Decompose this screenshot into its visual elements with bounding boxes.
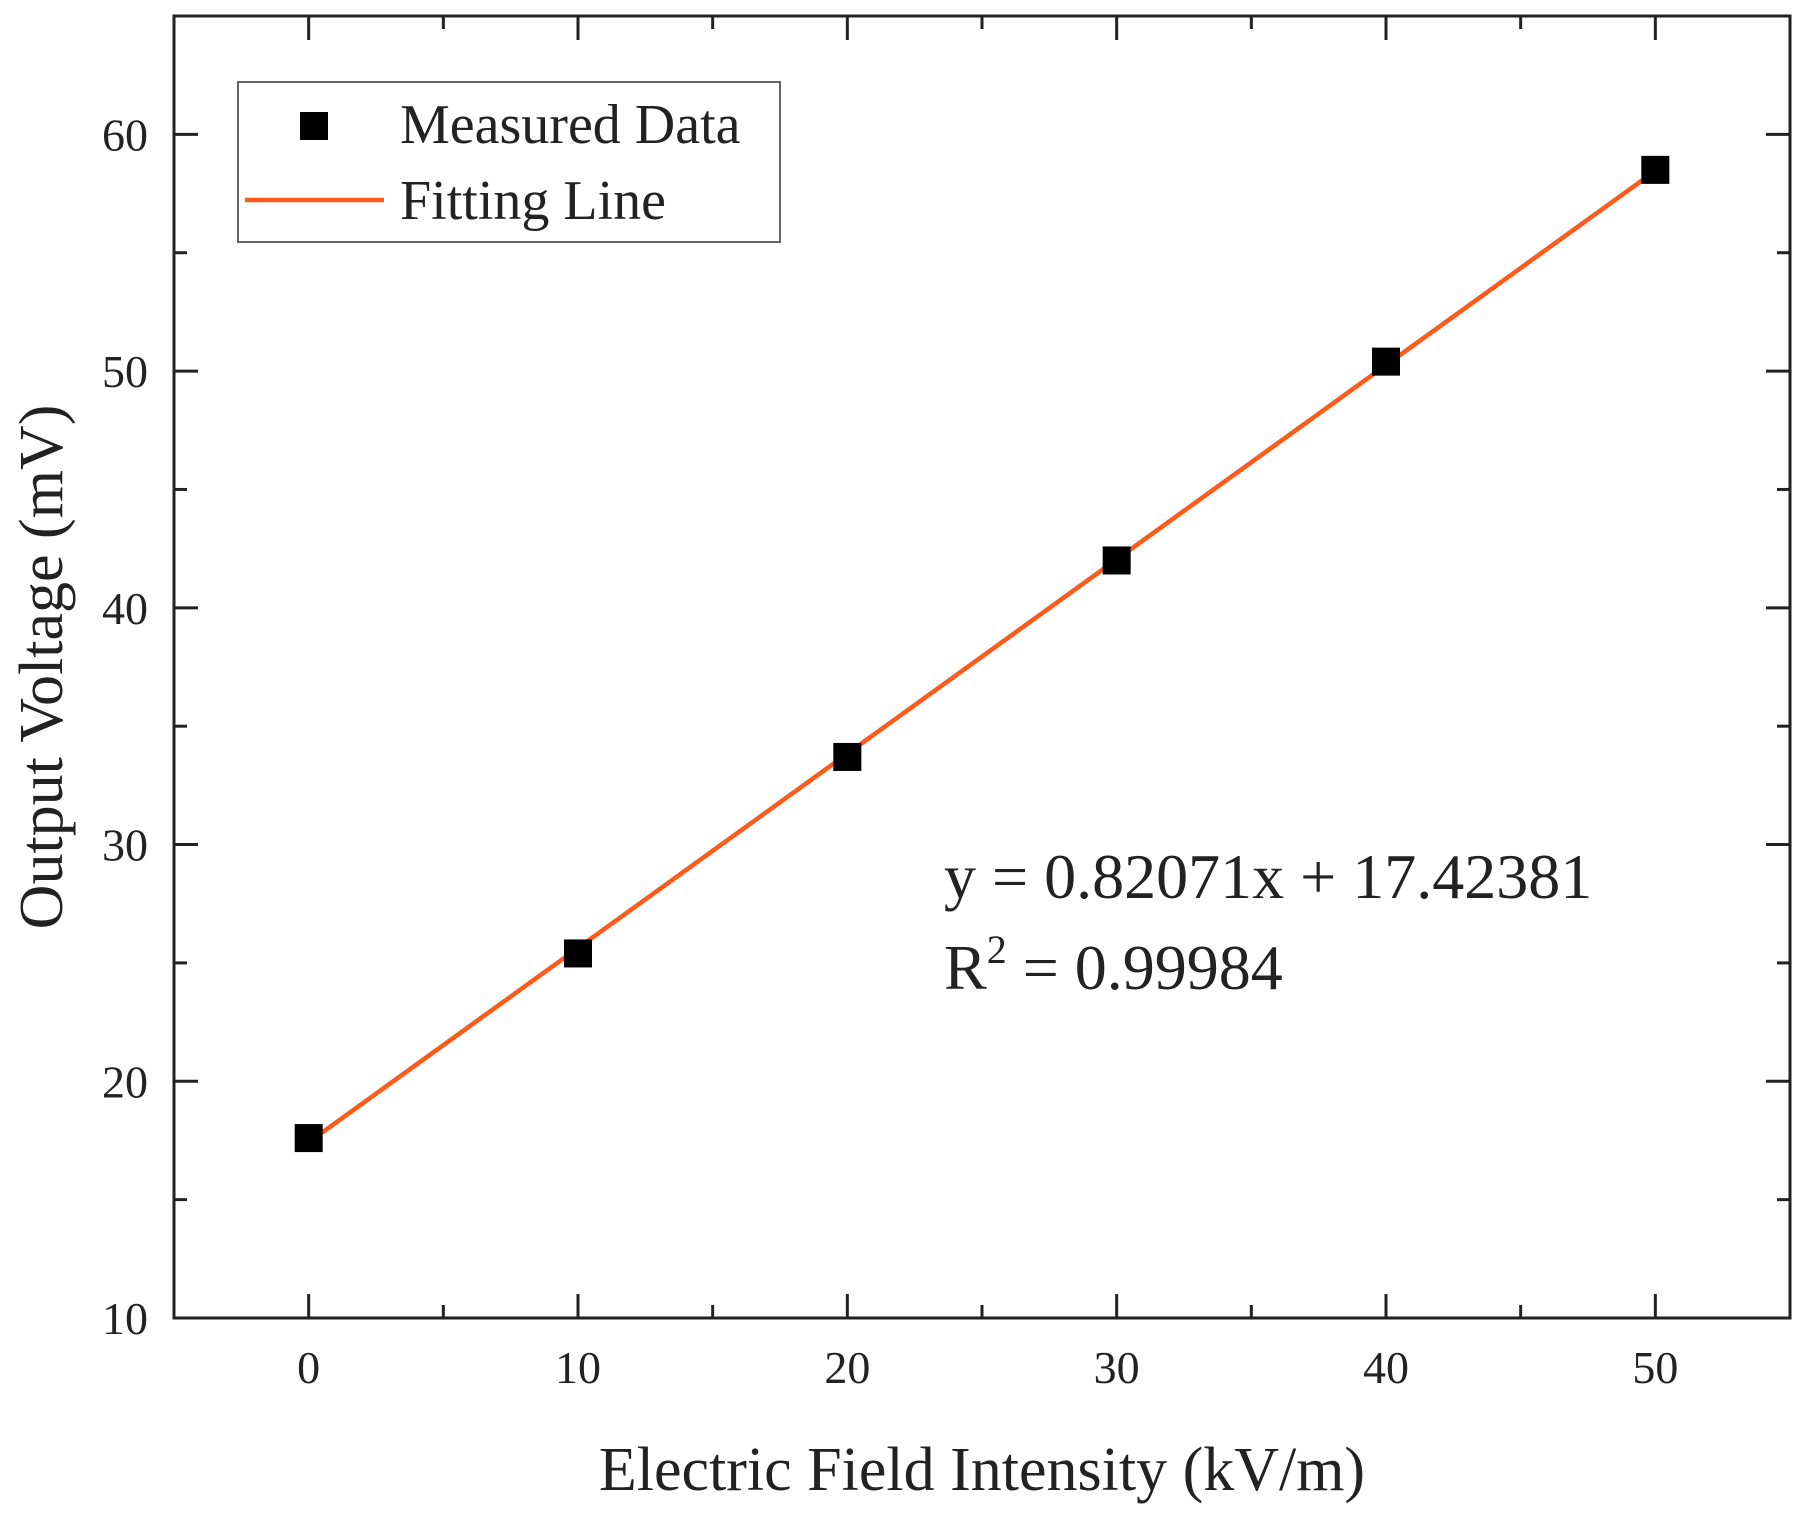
measured-data-point	[294, 1124, 323, 1153]
y-tick-label: 30	[102, 820, 148, 871]
y-tick-label: 40	[102, 583, 148, 634]
y-tick-label: 50	[102, 346, 148, 397]
measured-data-point	[564, 939, 592, 968]
x-tick-label: 10	[555, 1342, 601, 1393]
legend: Measured Data Fitting Line	[237, 81, 781, 243]
legend-label-measured: Measured Data	[400, 94, 741, 156]
fitting-line	[307, 169, 1657, 1145]
ticks-layer: 0 10 20 30 40 50 10 20 30 40 50 60	[102, 16, 1790, 1393]
measured-data-point	[1102, 546, 1131, 575]
x-tick-label: 30	[1094, 1342, 1140, 1393]
r-squared-annotation: R2 = 0.99984	[944, 927, 1283, 1003]
x-tick-label: 50	[1632, 1342, 1678, 1393]
r2-prefix: R	[944, 932, 987, 1003]
y-tick-label: 10	[102, 1293, 148, 1344]
x-tick-label: 40	[1363, 1342, 1409, 1393]
legend-marker-measured	[300, 112, 328, 140]
legend-label-fitting: Fitting Line	[400, 170, 666, 232]
measured-data-point	[833, 742, 862, 771]
legend-box	[237, 81, 781, 243]
plot-frame	[172, 14, 1792, 1320]
y-axis-label: Output Voltage (mV)	[8, 405, 76, 930]
measured-data-point	[1641, 155, 1670, 184]
x-axis-label: Electric Field Intensity (kV/m)	[599, 1436, 1365, 1504]
series-layer	[294, 155, 1670, 1153]
r2-suffix: = 0.99984	[1007, 932, 1283, 1003]
x-tick-label: 20	[824, 1342, 870, 1393]
measured-data-point	[1372, 347, 1400, 376]
x-tick-label: 0	[297, 1342, 320, 1393]
r2-exponent: 2	[987, 927, 1007, 972]
y-tick-label: 60	[102, 109, 148, 160]
y-tick-label: 20	[102, 1056, 148, 1107]
equation-annotation: y = 0.82071x + 17.42381	[944, 841, 1592, 912]
